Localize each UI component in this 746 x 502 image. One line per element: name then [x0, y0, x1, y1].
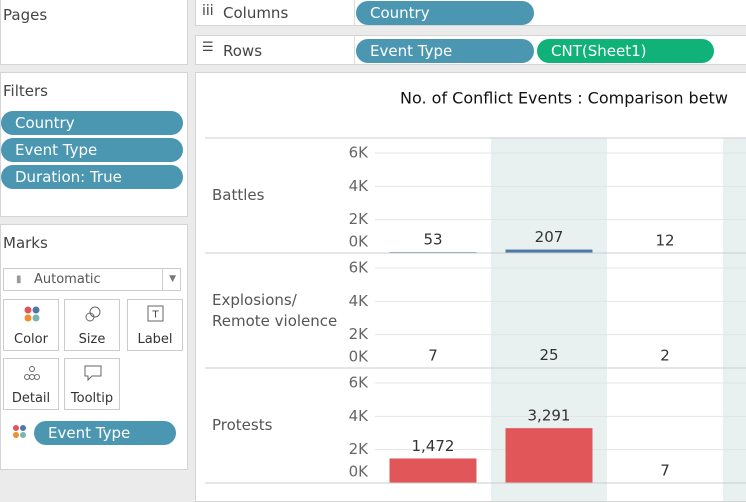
icon: iii [202, 3, 214, 19]
pages-title: Pages [3, 6, 47, 24]
columns-label: Columns [223, 4, 288, 22]
chart-title: No. of Conflict Events : Comparison betw [400, 89, 728, 108]
row-header: Battles [212, 138, 352, 253]
value-label: 12 [655, 231, 674, 249]
view: No. of Conflict Events : Comparison betw… [195, 72, 746, 502]
card-label: Color [4, 332, 58, 347]
icon [23, 364, 41, 382]
icon: T [147, 305, 165, 323]
icon: ▮ [16, 269, 22, 290]
icon [84, 364, 102, 382]
row-header: Explosions/ Remote violence [212, 253, 352, 368]
card-label: Tooltip [65, 391, 119, 406]
value-label: 25 [539, 346, 558, 364]
divider [354, 0, 355, 26]
label-card[interactable]: T Label [127, 299, 183, 351]
mark-type-dropdown[interactable]: Automatic ▮ ▼ [3, 268, 181, 291]
divider [354, 36, 355, 65]
bar [390, 458, 477, 483]
filter-pill[interactable]: Country [1, 111, 183, 135]
marks-title: Marks [3, 234, 48, 252]
value-label: 2 [660, 346, 670, 364]
color-card[interactable]: Color [3, 299, 59, 351]
icon [84, 305, 102, 323]
rows-shelf: ☰ Rows Event Type CNT(Sheet1) [195, 35, 746, 65]
svg-text:T: T [151, 310, 159, 321]
card-label: Detail [4, 391, 58, 406]
row-header: Protests [212, 368, 352, 483]
value-label: 53 [423, 231, 442, 249]
marks-card: Marks Automatic ▮ ▼ Color Size T Label D… [0, 224, 188, 470]
bar [506, 428, 593, 483]
color-pill[interactable]: Event Type [34, 421, 176, 445]
detail-card[interactable]: Detail [3, 358, 59, 410]
icon: ☰ [202, 40, 214, 55]
tooltip-card[interactable]: Tooltip [64, 358, 120, 410]
filter-pill[interactable]: Duration: True [1, 165, 183, 189]
icon [12, 424, 28, 440]
size-card[interactable]: Size [64, 299, 120, 351]
dropdown-arrow: ▼ [162, 269, 176, 290]
row-pill[interactable]: CNT(Sheet1) [537, 39, 714, 63]
bar [506, 250, 593, 253]
filters-shelf: Filters Country Event Type Duration: Tru… [0, 72, 188, 217]
value-label: 7 [428, 346, 438, 364]
value-label: 3,291 [528, 407, 571, 425]
rows-label: Rows [223, 42, 262, 60]
column-band [723, 138, 746, 502]
card-label: Label [128, 332, 182, 347]
row-pill[interactable]: Event Type [356, 39, 534, 63]
filters-title: Filters [3, 82, 48, 100]
value-label: 207 [535, 228, 564, 246]
filter-pill[interactable]: Event Type [1, 138, 183, 162]
icon [23, 305, 41, 323]
pages-shelf: Pages [0, 0, 188, 65]
column-pill[interactable]: Country [356, 1, 534, 25]
mark-type: Automatic [34, 272, 101, 287]
columns-shelf: iii Columns Country [195, 0, 746, 26]
value-label: 1,472 [412, 437, 455, 455]
value-label: 7 [660, 461, 670, 479]
card-label: Size [65, 332, 119, 347]
